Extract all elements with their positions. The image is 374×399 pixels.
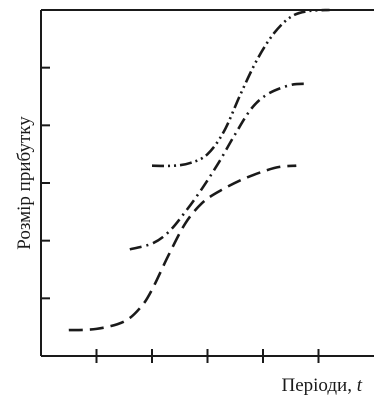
series-line-3	[151, 8, 330, 168]
plot-frame	[40, 9, 374, 357]
x-axis-label: Періоди, t	[281, 375, 362, 396]
series-line-1	[68, 164, 297, 332]
y-axis-label: Розмір прибутку	[14, 116, 35, 250]
x-axis-label-variable: t	[357, 375, 363, 396]
series-line-2	[129, 82, 308, 251]
ticks	[41, 66, 320, 363]
series-group	[68, 8, 330, 332]
x-axis-label-main: Періоди,	[281, 375, 356, 396]
